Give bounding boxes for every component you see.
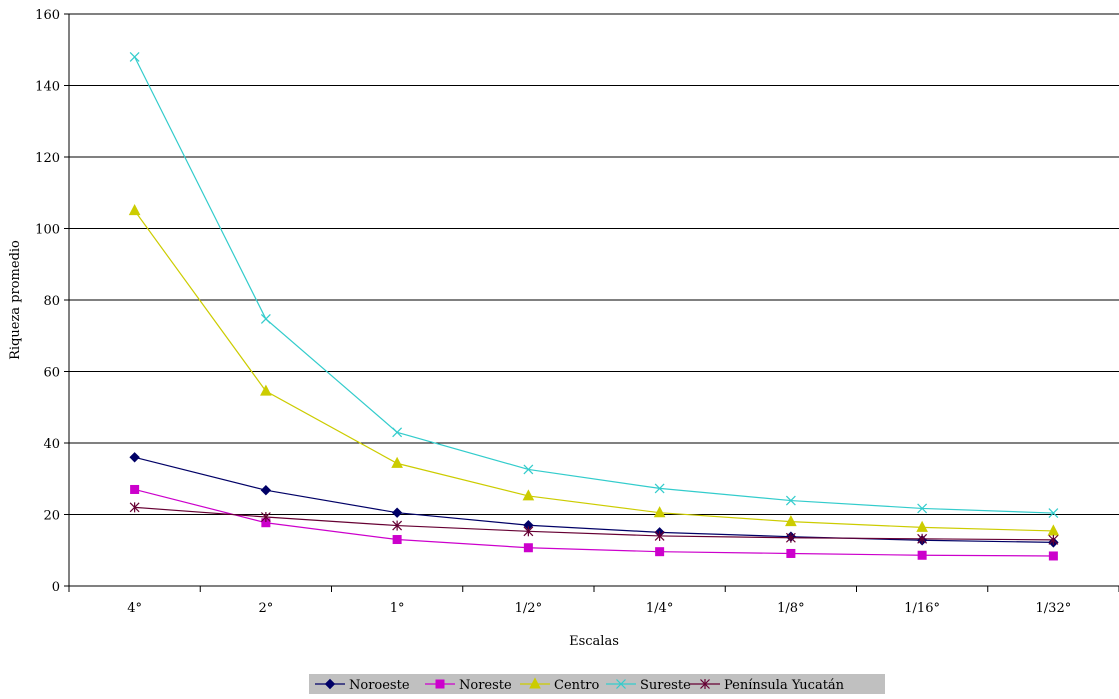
legend-item: Noroeste xyxy=(315,678,410,693)
data-point xyxy=(435,679,445,689)
data-point xyxy=(392,535,402,545)
legend-label: Península Yucatán xyxy=(724,678,845,693)
data-point xyxy=(917,533,928,544)
data-point xyxy=(260,512,271,523)
legend-label: Sureste xyxy=(640,678,691,693)
data-point xyxy=(324,678,336,690)
legend-item: Península Yucatán xyxy=(690,678,845,693)
data-point xyxy=(391,507,403,518)
data-point xyxy=(655,547,665,557)
series-line xyxy=(134,456,1054,543)
data-point xyxy=(654,483,665,494)
data-point xyxy=(130,484,140,494)
data-point xyxy=(917,550,927,560)
legend-box xyxy=(309,674,885,694)
data-point xyxy=(129,452,140,463)
legend-label: Centro xyxy=(554,678,599,693)
x-tick-label: 2° xyxy=(258,601,273,616)
x-tick-label: 1/32° xyxy=(1036,601,1072,616)
y-tick-label: 140 xyxy=(35,80,60,95)
legend-label: Noreste xyxy=(459,678,512,693)
data-point xyxy=(616,679,626,689)
axes: 0 20 40 60 80 100 120 140 160 4° 2° 1° 1/2° 1/4° 1/8° 1… xyxy=(35,8,1119,616)
data-point xyxy=(785,495,796,506)
data-point xyxy=(260,484,272,496)
series-0 xyxy=(129,452,1059,548)
x-tick-label: 1° xyxy=(390,601,405,616)
axis-labels: Escalas Riqueza promedio xyxy=(8,240,619,649)
series-line xyxy=(134,488,1054,557)
data-point xyxy=(260,384,272,396)
x-axis-title: Escalas xyxy=(569,634,619,649)
data-point xyxy=(917,503,928,514)
data-point-stroke xyxy=(129,51,140,62)
y-tick-label: 80 xyxy=(43,294,60,309)
data-point xyxy=(129,51,140,62)
data-point-stroke xyxy=(523,464,534,475)
legend-item: Noreste xyxy=(425,678,512,693)
y-tick-label: 160 xyxy=(35,8,60,23)
gridlines xyxy=(69,13,1119,515)
data-point xyxy=(785,515,797,527)
y-tick-label: 20 xyxy=(43,509,60,524)
y-tick-label: 120 xyxy=(35,151,60,166)
legend-item: Centro xyxy=(520,677,599,693)
data-point xyxy=(522,489,535,501)
data-point xyxy=(786,548,796,558)
data-point xyxy=(785,532,796,543)
x-tick-label: 1/2° xyxy=(515,601,542,616)
data-point xyxy=(654,530,665,541)
data-point-stroke xyxy=(917,503,928,514)
legend: Noroeste Noreste Centro Sureste Península Yu… xyxy=(309,674,885,694)
data-point-stroke xyxy=(260,314,271,324)
y-tick-label: 100 xyxy=(35,223,60,238)
data-point xyxy=(916,520,928,532)
series-3 xyxy=(129,51,1059,518)
data-point xyxy=(1048,551,1058,561)
y-tick-label: 40 xyxy=(43,437,60,452)
series-line xyxy=(134,210,1054,532)
data-point xyxy=(523,543,533,553)
y-axis-title: Riqueza promedio xyxy=(8,240,23,360)
data-point xyxy=(523,464,534,475)
data-point xyxy=(392,520,403,531)
data-point xyxy=(391,456,403,468)
data-point xyxy=(260,314,271,324)
data-point-stroke xyxy=(616,679,626,689)
series-4 xyxy=(129,502,1059,545)
data-point xyxy=(1048,508,1059,518)
data-point xyxy=(129,502,140,513)
series-2 xyxy=(128,204,1060,536)
data-point-stroke xyxy=(785,495,796,506)
x-tick-label: 1/8° xyxy=(777,601,804,616)
y-tick-label: 0 xyxy=(52,580,60,595)
data-point xyxy=(653,506,666,518)
series-1 xyxy=(130,484,1058,561)
data-point-stroke xyxy=(654,483,665,494)
series-lines xyxy=(128,51,1060,561)
data-point xyxy=(529,677,541,689)
x-tick-label: 1/4° xyxy=(646,601,673,616)
data-point xyxy=(392,427,403,438)
data-point xyxy=(1048,534,1059,545)
data-point xyxy=(128,204,141,216)
series-line xyxy=(134,506,1054,541)
data-point xyxy=(523,526,534,537)
legend-item: Sureste xyxy=(606,678,691,693)
x-tick-label: 1/16° xyxy=(904,601,940,616)
y-tick-label: 60 xyxy=(43,366,60,381)
data-point xyxy=(1047,524,1060,536)
data-point-stroke xyxy=(1048,508,1059,518)
series-line xyxy=(134,56,1054,514)
x-tick-label: 4° xyxy=(127,601,142,616)
legend-label: Noroeste xyxy=(349,678,410,693)
data-point-stroke xyxy=(392,427,403,438)
data-point xyxy=(700,679,710,689)
